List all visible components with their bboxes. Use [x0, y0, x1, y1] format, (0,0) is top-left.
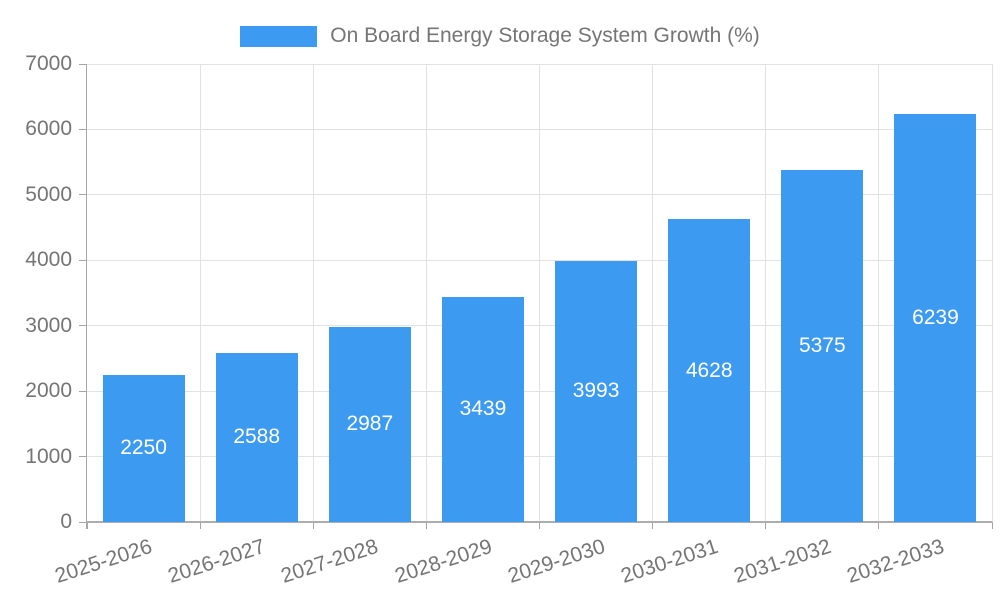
x-axis-tick: [991, 522, 993, 529]
y-axis-label: 2000: [25, 379, 72, 403]
x-axis-tick: [765, 522, 767, 529]
x-axis-tick: [199, 522, 201, 529]
x-gridline: [199, 64, 201, 522]
y-axis-tick: [79, 325, 87, 327]
y-axis-label: 7000: [25, 52, 72, 75]
y-axis-label: 5000: [25, 182, 72, 206]
x-axis-tick: [878, 522, 880, 529]
y-axis-label: 3000: [25, 313, 72, 337]
bar[interactable]: [668, 219, 751, 522]
x-gridline: [991, 64, 993, 522]
legend-label: On Board Energy Storage System Growth (%…: [330, 24, 760, 47]
bar[interactable]: [894, 113, 977, 522]
x-axis-label: 2025-2026: [52, 534, 155, 588]
x-gridline: [539, 64, 540, 522]
x-gridline: [765, 64, 767, 522]
x-axis-label: 2029-2030: [504, 534, 608, 588]
x-axis-label: 2032-2033: [844, 534, 947, 588]
legend[interactable]: On Board Energy Storage System Growth (%…: [0, 23, 1000, 49]
y-axis-tick: [79, 259, 87, 261]
x-axis-tick: [86, 522, 88, 529]
x-axis-tick: [539, 522, 540, 529]
x-axis-tick: [425, 522, 427, 529]
x-axis-label: 2028-2029: [391, 534, 495, 588]
x-axis-label: 2026-2027: [165, 534, 269, 588]
bar-value-label: 2250: [120, 436, 167, 460]
y-axis-tick: [79, 456, 87, 458]
bar-value-label: 6239: [912, 305, 959, 329]
x-axis-label: 2027-2028: [278, 534, 382, 588]
bar[interactable]: [102, 374, 185, 522]
bar-value-label: 2987: [346, 412, 394, 436]
bar-value-label: 4628: [685, 358, 733, 382]
y-axis-tick: [79, 128, 87, 130]
y-axis-label: 6000: [25, 117, 72, 141]
x-axis-label: 2030-2031: [617, 534, 721, 588]
bar[interactable]: [781, 170, 864, 522]
y-axis-tick: [79, 390, 87, 392]
bar[interactable]: [555, 260, 638, 522]
bar[interactable]: [328, 326, 411, 522]
bar[interactable]: [441, 296, 524, 522]
bar[interactable]: [215, 352, 298, 522]
x-axis-label: 2031-2032: [731, 534, 834, 588]
x-axis-line: [87, 521, 992, 523]
y-axis-line: [86, 64, 87, 529]
y-axis-label: 0: [60, 510, 72, 533]
bar-value-label: 2588: [233, 425, 281, 449]
x-gridline: [652, 64, 654, 522]
x-gridline: [878, 64, 880, 522]
y-axis-tick: [79, 521, 87, 523]
bar-value-label: 3993: [572, 379, 620, 403]
x-gridline: [425, 64, 427, 522]
y-axis-label: 4000: [25, 248, 72, 272]
y-axis-label: 1000: [25, 444, 72, 468]
x-axis-tick: [652, 522, 654, 529]
bar-value-label: 5375: [798, 334, 846, 358]
y-axis-tick: [79, 63, 87, 65]
y-axis-tick: [79, 194, 87, 196]
x-axis-tick: [312, 522, 314, 529]
x-gridline: [312, 64, 314, 522]
legend-swatch: [240, 25, 318, 47]
bar-value-label: 3439: [459, 397, 507, 421]
